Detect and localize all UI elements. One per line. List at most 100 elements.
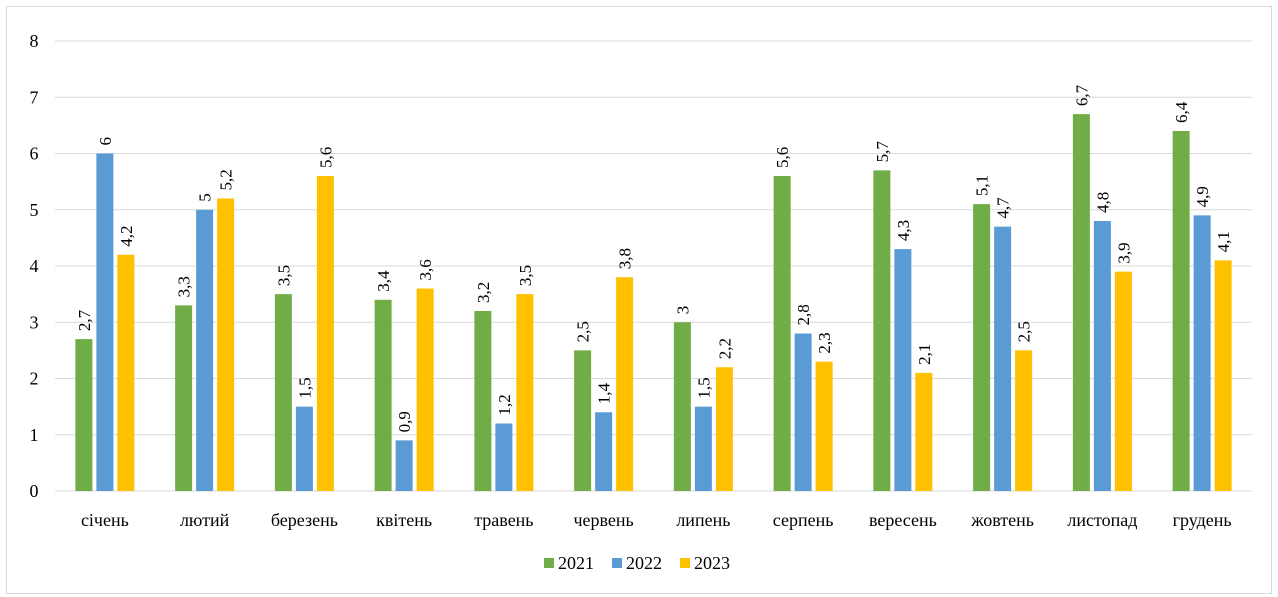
data-label-2022: 4,8 xyxy=(1093,192,1112,213)
bar-2023 xyxy=(915,372,933,491)
legend-label: 2022 xyxy=(626,553,662,573)
chart-frame xyxy=(6,6,1272,594)
data-label-2022: 4,3 xyxy=(894,220,913,241)
data-label-2023: 2,5 xyxy=(1015,321,1034,342)
y-tick-label: 3 xyxy=(30,312,39,332)
x-tick-label: вересень xyxy=(869,510,937,530)
data-label-2021: 5,7 xyxy=(873,141,892,163)
y-tick-label: 2 xyxy=(30,369,39,389)
bar-2022 xyxy=(595,412,613,491)
bar-2023 xyxy=(316,176,334,491)
data-label-2021: 5,1 xyxy=(973,175,992,196)
bar-2022 xyxy=(894,249,912,491)
bar-2022 xyxy=(96,153,114,491)
data-labels: 2,7 6 4,2 3,3 55,2 3,5 1,5 5,6 3,4 0,9 3,6 3,2 1,2 3,… xyxy=(75,84,1233,432)
bar-2023 xyxy=(416,288,434,491)
y-gridlines xyxy=(55,40,1252,492)
data-label-2021: 6,7 xyxy=(1072,84,1091,106)
data-label-2022: 2,8 xyxy=(794,304,813,325)
data-label-2022: 1,5 xyxy=(295,377,314,398)
bar-2022 xyxy=(794,333,812,491)
x-tick-label: липень xyxy=(676,510,730,530)
data-label-2021: 6,4 xyxy=(1172,101,1191,123)
bar-2022 xyxy=(994,226,1012,491)
legend-item-2021: 2021 xyxy=(544,553,594,573)
bar-2022 xyxy=(694,406,712,491)
legend-item-2022: 2022 xyxy=(612,553,662,573)
data-label-2023: 5,6 xyxy=(316,147,335,168)
data-label-2023: 2,3 xyxy=(815,332,834,353)
y-tick-label: 7 xyxy=(30,87,39,107)
bar-2021 xyxy=(673,322,691,491)
x-tick-label: лютий xyxy=(180,510,230,530)
bar-2021 xyxy=(474,311,492,491)
bar-2021 xyxy=(574,350,592,491)
bar-2022 xyxy=(395,440,413,491)
y-axis-tick-labels: 0 1 2 3 4 5 6 7 8 xyxy=(30,31,39,501)
bar-2021 xyxy=(1172,131,1190,491)
x-tick-label: квітень xyxy=(376,510,432,530)
y-tick-label: 8 xyxy=(30,31,39,51)
bar-2021 xyxy=(1072,114,1090,491)
bar-2023 xyxy=(516,294,534,491)
x-tick-label: листопад xyxy=(1067,510,1137,530)
bar-2022 xyxy=(1193,215,1211,491)
bar-2023 xyxy=(616,277,634,491)
legend-swatch xyxy=(612,558,622,568)
bar-2021 xyxy=(374,299,392,491)
x-axis-tick-labels: січень лютий березень квітень травень червень… xyxy=(81,510,1232,530)
data-label-2023: 3,6 xyxy=(416,259,435,280)
bar-2022 xyxy=(1093,221,1111,491)
bar-2022 xyxy=(295,406,313,491)
data-label-2023: 3,8 xyxy=(616,248,635,269)
x-tick-label: грудень xyxy=(1173,510,1232,530)
data-label-2021: 3,5 xyxy=(274,265,293,286)
bar-2023 xyxy=(815,361,833,491)
bar-2021 xyxy=(175,305,193,491)
legend-swatch xyxy=(680,558,690,568)
data-label-2023: 4,1 xyxy=(1214,231,1233,252)
x-tick-label: березень xyxy=(271,510,338,530)
bar-2022 xyxy=(196,209,214,491)
bar-2023 xyxy=(117,254,135,491)
data-label-2022: 1,4 xyxy=(595,383,614,405)
legend-item-2023: 2023 xyxy=(680,553,730,573)
data-label-2023: 2,1 xyxy=(915,344,934,365)
data-label-2023: 4,2 xyxy=(117,226,136,247)
bar-2023 xyxy=(1015,350,1033,491)
bar-2023 xyxy=(715,367,733,491)
y-tick-label: 1 xyxy=(30,425,39,445)
y-tick-label: 4 xyxy=(30,256,39,276)
x-tick-label: червень xyxy=(573,510,633,530)
data-label-2021: 3,4 xyxy=(374,270,393,292)
data-label-2021: 2,5 xyxy=(574,321,593,342)
data-label-2021: 5,6 xyxy=(773,147,792,168)
data-label-2021: 3,2 xyxy=(474,282,493,303)
bar-2022 xyxy=(495,423,513,491)
data-label-2022: 5 xyxy=(196,193,215,202)
data-label-2023: 3,9 xyxy=(1114,242,1133,263)
bar-2023 xyxy=(1114,271,1132,491)
y-tick-label: 0 xyxy=(30,481,39,501)
data-label-2021: 3 xyxy=(673,306,692,315)
x-tick-label: серпень xyxy=(773,510,834,530)
legend: 2021 2022 2023 xyxy=(544,553,730,573)
bar-2021 xyxy=(873,170,891,491)
legend-label: 2023 xyxy=(694,553,730,573)
bar-2021 xyxy=(274,294,292,491)
data-label-2021: 3,3 xyxy=(175,276,194,297)
x-tick-label: травень xyxy=(474,510,533,530)
data-label-2023: 2,2 xyxy=(715,338,734,359)
x-tick-label: січень xyxy=(81,510,129,530)
y-tick-label: 5 xyxy=(30,200,39,220)
data-label-2022: 6 xyxy=(96,137,115,146)
legend-label: 2021 xyxy=(558,553,594,573)
data-label-2022: 4,7 xyxy=(994,197,1013,219)
x-tick-label: жовтень xyxy=(970,510,1034,530)
data-label-2023: 3,5 xyxy=(516,265,535,286)
y-tick-label: 6 xyxy=(30,144,39,164)
bar-2023 xyxy=(1214,260,1232,491)
bar-2021 xyxy=(75,339,93,491)
data-label-2022: 1,2 xyxy=(495,394,514,415)
